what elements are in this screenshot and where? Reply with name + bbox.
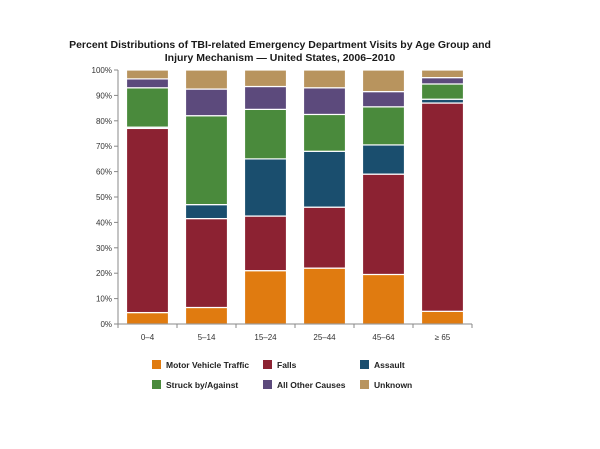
bar-segment (184, 217, 229, 309)
bar-segment (125, 127, 170, 314)
legend-swatch (263, 380, 272, 389)
y-tick-label: 20% (96, 269, 112, 278)
legend-swatch (360, 380, 369, 389)
bar-segment (243, 270, 288, 325)
bar-segment (302, 87, 347, 116)
legend-swatch (360, 360, 369, 369)
x-tick-label: 5–14 (198, 333, 216, 342)
y-tick-label: 60% (96, 168, 112, 177)
y-tick-label: 90% (96, 91, 112, 100)
bar-stack (243, 69, 288, 325)
legend-item: Motor Vehicle Traffic (152, 360, 249, 370)
bar-segment (184, 88, 229, 117)
legend-item: Struck by/Against (152, 380, 238, 390)
bar-segment (243, 85, 288, 110)
y-tick-label: 10% (96, 295, 112, 304)
y-tick-label: 70% (96, 142, 112, 151)
y-axis: 0% 10% 20% 30% 40% 50% 60% 70% 80% 90% 100% (92, 66, 119, 329)
legend-item: Falls (263, 360, 297, 370)
bar-segment (184, 306, 229, 325)
y-tick-label: 100% (92, 66, 112, 75)
bar-segment (361, 69, 406, 93)
legend-label: Unknown (374, 380, 412, 390)
bar-segment (361, 90, 406, 108)
bar-stack (184, 69, 229, 325)
bars (125, 69, 465, 325)
chart-title-line-1: Percent Distributions of TBI-related Eme… (69, 39, 491, 51)
x-axis: 0–4 5–14 15–24 25–44 45–64 ≥ 65 (117, 323, 473, 342)
legend-swatch (152, 360, 161, 369)
bar-segment (420, 310, 465, 325)
bar-segment (302, 150, 347, 208)
bar-stack (420, 69, 465, 325)
bar-segment (361, 273, 406, 325)
bar-segment (302, 267, 347, 325)
x-tick-label: 0–4 (141, 333, 155, 342)
bar-stack (361, 69, 406, 325)
bar-segment (243, 158, 288, 217)
bar-segment (125, 87, 170, 128)
x-tick-label: 15–24 (254, 333, 277, 342)
legend-item: Unknown (360, 380, 412, 390)
legend-swatch (152, 380, 161, 389)
legend-label: Assault (374, 360, 405, 370)
x-tick-label: 45–64 (372, 333, 395, 342)
legend-label: Struck by/Against (166, 380, 238, 390)
y-tick-label: 30% (96, 244, 112, 253)
bar-segment (361, 173, 406, 276)
bar-segment (184, 69, 229, 90)
bar-segment (361, 106, 406, 146)
legend: Motor Vehicle Traffic Falls Assault Struck … (152, 360, 412, 390)
bar-segment (243, 69, 288, 88)
legend-label: Motor Vehicle Traffic (166, 360, 249, 370)
legend-swatch (263, 360, 272, 369)
x-tick-label: 25–44 (313, 333, 336, 342)
legend-label: Falls (277, 360, 297, 370)
bar-segment (243, 108, 288, 160)
legend-label: All Other Causes (277, 380, 346, 390)
bar-segment (302, 206, 347, 269)
bar-segment (243, 215, 288, 272)
bar-segment (420, 77, 465, 85)
y-tick-label: 80% (96, 117, 112, 126)
y-tick-label: 50% (96, 193, 112, 202)
y-tick-label: 0% (100, 320, 112, 329)
bar-stack (302, 69, 347, 325)
x-tick-label: ≥ 65 (435, 333, 451, 342)
legend-item: All Other Causes (263, 380, 346, 390)
bar-segment (420, 69, 465, 79)
bar-segment (184, 115, 229, 206)
bar-segment (125, 311, 170, 325)
bar-segment (420, 102, 465, 312)
bar-segment (420, 83, 465, 100)
bar-segment (302, 113, 347, 152)
y-tick-label: 40% (96, 218, 112, 227)
bar-segment (125, 69, 170, 80)
legend-item: Assault (360, 360, 405, 370)
chart-title-line-2: Injury Mechanism — United States, 2006–2… (165, 52, 396, 64)
bar-segment (302, 69, 347, 89)
bar-segment (125, 78, 170, 89)
bar-segment (361, 144, 406, 175)
bar-segment (184, 204, 229, 220)
bar-stack (125, 69, 170, 325)
